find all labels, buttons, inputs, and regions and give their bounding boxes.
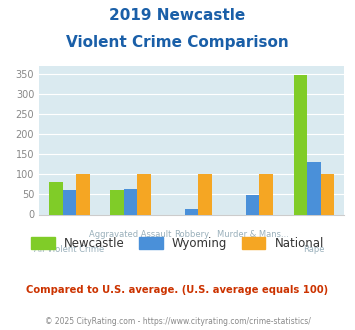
Bar [124, 189, 137, 214]
Bar [110, 190, 124, 214]
Text: All Violent Crime: All Violent Crime [34, 245, 105, 254]
Text: © 2025 CityRating.com - https://www.cityrating.com/crime-statistics/: © 2025 CityRating.com - https://www.city… [45, 317, 310, 326]
Text: Aggravated Assault: Aggravated Assault [89, 230, 172, 239]
Bar [260, 174, 273, 214]
Text: Rape: Rape [303, 245, 324, 254]
Bar [137, 174, 151, 214]
Text: Violent Crime Comparison: Violent Crime Comparison [66, 35, 289, 50]
Text: Murder & Mans...: Murder & Mans... [217, 230, 289, 239]
Bar [63, 190, 76, 215]
Bar [185, 209, 198, 215]
Text: Compared to U.S. average. (U.S. average equals 100): Compared to U.S. average. (U.S. average … [26, 285, 329, 295]
Bar [49, 182, 63, 214]
Bar [76, 174, 90, 214]
Text: 2019 Newcastle: 2019 Newcastle [109, 8, 246, 23]
Legend: Newcastle, Wyoming, National: Newcastle, Wyoming, National [26, 232, 329, 254]
Bar [294, 75, 307, 215]
Bar [198, 174, 212, 214]
Text: Robbery: Robbery [174, 230, 209, 239]
Bar [246, 195, 260, 214]
Bar [321, 174, 334, 214]
Bar [307, 161, 321, 214]
